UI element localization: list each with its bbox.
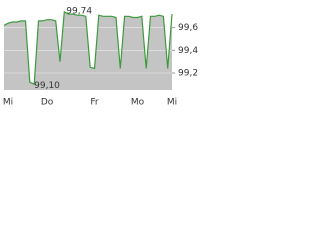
x-tick-label: Mo: [131, 98, 145, 108]
x-tick-label: Do: [41, 98, 54, 108]
x-tick-label: Fr: [90, 98, 99, 108]
y-tick-label: 99,2: [178, 69, 198, 79]
y-tick-label: 99,4: [178, 46, 198, 56]
y-tick-label: 99,6: [178, 23, 198, 33]
value-label: 99,10: [34, 81, 60, 91]
x-tick-label: Mi: [167, 98, 177, 108]
chart: 99,10 99,74 99,2 99,4 99,6 Mi Do Fr Mo Mi: [3, 6, 198, 108]
line: [3, 10, 173, 86]
area: [4, 11, 172, 90]
x-tick-label: Mi: [3, 98, 13, 108]
value-label: 99,74: [66, 6, 92, 16]
